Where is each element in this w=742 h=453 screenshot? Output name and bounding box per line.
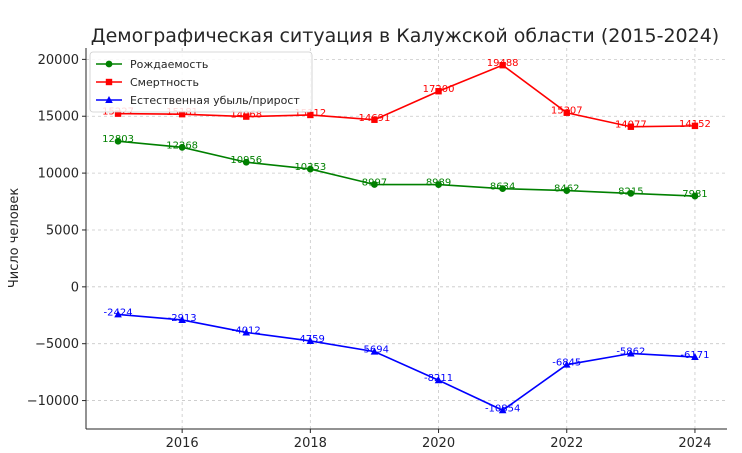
data-labels: 12803 12268 10956 10353 8997 8989 8634 8462 8215… xyxy=(102,58,711,414)
natural-change-data-label: -2913 xyxy=(168,313,197,324)
y-tick-label: −10000 xyxy=(27,394,79,409)
death-data-point xyxy=(435,88,442,95)
x-tick-label: 2022 xyxy=(550,436,583,451)
birth-data-label: 8997 xyxy=(362,178,387,189)
death-data-label: 15112 xyxy=(294,108,326,119)
legend: Рождаемость Смертность Естественная убыль/… xyxy=(89,51,313,113)
natural-change-data-label: -6845 xyxy=(552,358,581,369)
death-legend-marker xyxy=(105,78,113,86)
death-data-point xyxy=(243,113,250,120)
natural-change-data-point xyxy=(434,376,443,384)
death-data-point xyxy=(691,122,699,130)
birth-data-label: 10353 xyxy=(294,162,326,173)
birth-data-point xyxy=(499,185,507,193)
natural-change-data-label: -5694 xyxy=(360,345,389,356)
y-tick-label: 15000 xyxy=(38,110,79,125)
y-tick-label: 5000 xyxy=(46,223,79,238)
x-tick-label: 2024 xyxy=(678,436,711,451)
natural-change-data-label: -4012 xyxy=(232,325,261,336)
birth-data-point xyxy=(691,192,699,200)
death-data-label: 15181 xyxy=(166,107,198,118)
natural-change-data-point xyxy=(691,353,699,361)
death-legend-label: Смертность xyxy=(130,76,199,89)
natural-change-data-point xyxy=(306,336,315,344)
natural-change-legend-label: Естественная убыль/прирост xyxy=(130,94,300,107)
death-data-point xyxy=(627,123,635,130)
natural-change-data-point xyxy=(370,347,379,355)
x-tick-label: 2016 xyxy=(166,436,199,451)
birth-legend-label: Рождаемость xyxy=(130,58,208,71)
death-data-label: 14077 xyxy=(615,120,647,131)
natural-change-data-point xyxy=(627,349,635,357)
birth-data-label: 7981 xyxy=(682,189,707,200)
natural-change-data-point xyxy=(562,360,571,368)
natural-change-data-label: -4759 xyxy=(296,334,325,345)
death-data-point xyxy=(371,116,378,123)
legend-frame xyxy=(89,51,313,113)
series-group xyxy=(114,61,699,414)
y-tick-label: 10000 xyxy=(38,167,79,182)
birth-data-label: 8215 xyxy=(618,186,643,197)
birth-data-label: 8462 xyxy=(554,184,579,195)
natural-change-data-label: -2424 xyxy=(104,307,133,318)
death-data-label: 15307 xyxy=(551,106,583,117)
birth-data-label: 10956 xyxy=(230,155,262,166)
birth-data-point xyxy=(627,190,635,197)
natural-change-data-point xyxy=(242,328,251,336)
natural-change-data-label: -10854 xyxy=(485,403,520,414)
death-data-point xyxy=(307,111,314,119)
birth-data-point xyxy=(242,158,250,166)
birth-legend-marker xyxy=(105,60,113,68)
y-axis-label: Число человек xyxy=(7,188,22,289)
natural-change-data-point xyxy=(114,310,122,318)
y-tick-label: −5000 xyxy=(35,337,79,352)
birth-data-point xyxy=(371,181,378,188)
birth-data-point xyxy=(563,187,571,194)
axes: 2016 2018 2020 2022 2024 −10000 −5000 0 5000 1000… xyxy=(27,48,727,451)
natural-change-data-label: -6171 xyxy=(680,350,709,361)
natural-change-data-point xyxy=(498,406,507,414)
death-series-line xyxy=(118,64,695,128)
birth-data-point xyxy=(114,137,122,145)
death-data-point xyxy=(114,110,122,117)
death-data-point xyxy=(178,110,186,118)
birth-data-label: 12803 xyxy=(102,134,134,145)
death-data-label: 19488 xyxy=(487,58,519,69)
y-tick-label: 20000 xyxy=(38,53,79,68)
birth-data-point xyxy=(306,165,314,173)
grid-lines xyxy=(86,48,727,429)
birth-data-label: 8634 xyxy=(490,182,515,193)
birth-data-label: 8989 xyxy=(426,178,451,189)
death-data-point xyxy=(499,61,506,69)
death-data-label: 17200 xyxy=(423,84,455,95)
natural-change-data-label: -5862 xyxy=(616,347,645,358)
birth-data-label: 12268 xyxy=(166,140,198,151)
natural-change-data-label: -8211 xyxy=(424,373,453,384)
natural-change-series-line xyxy=(117,313,695,412)
death-data-label: 14152 xyxy=(679,119,711,130)
birth-series-line xyxy=(117,140,695,197)
death-data-label: 14691 xyxy=(359,113,391,124)
y-tick-label: 0 xyxy=(71,280,79,295)
chart-title: Демографическая ситуация в Калужской обл… xyxy=(91,25,719,47)
natural-change-data-point xyxy=(178,315,186,323)
natural-change-legend-marker xyxy=(105,96,113,103)
birth-data-point xyxy=(178,143,186,151)
x-tick-label: 2018 xyxy=(294,436,327,451)
birth-data-point xyxy=(435,181,442,189)
x-tick-label: 2020 xyxy=(422,436,455,451)
death-data-label: 14968 xyxy=(230,110,262,121)
death-data-point xyxy=(563,109,570,116)
